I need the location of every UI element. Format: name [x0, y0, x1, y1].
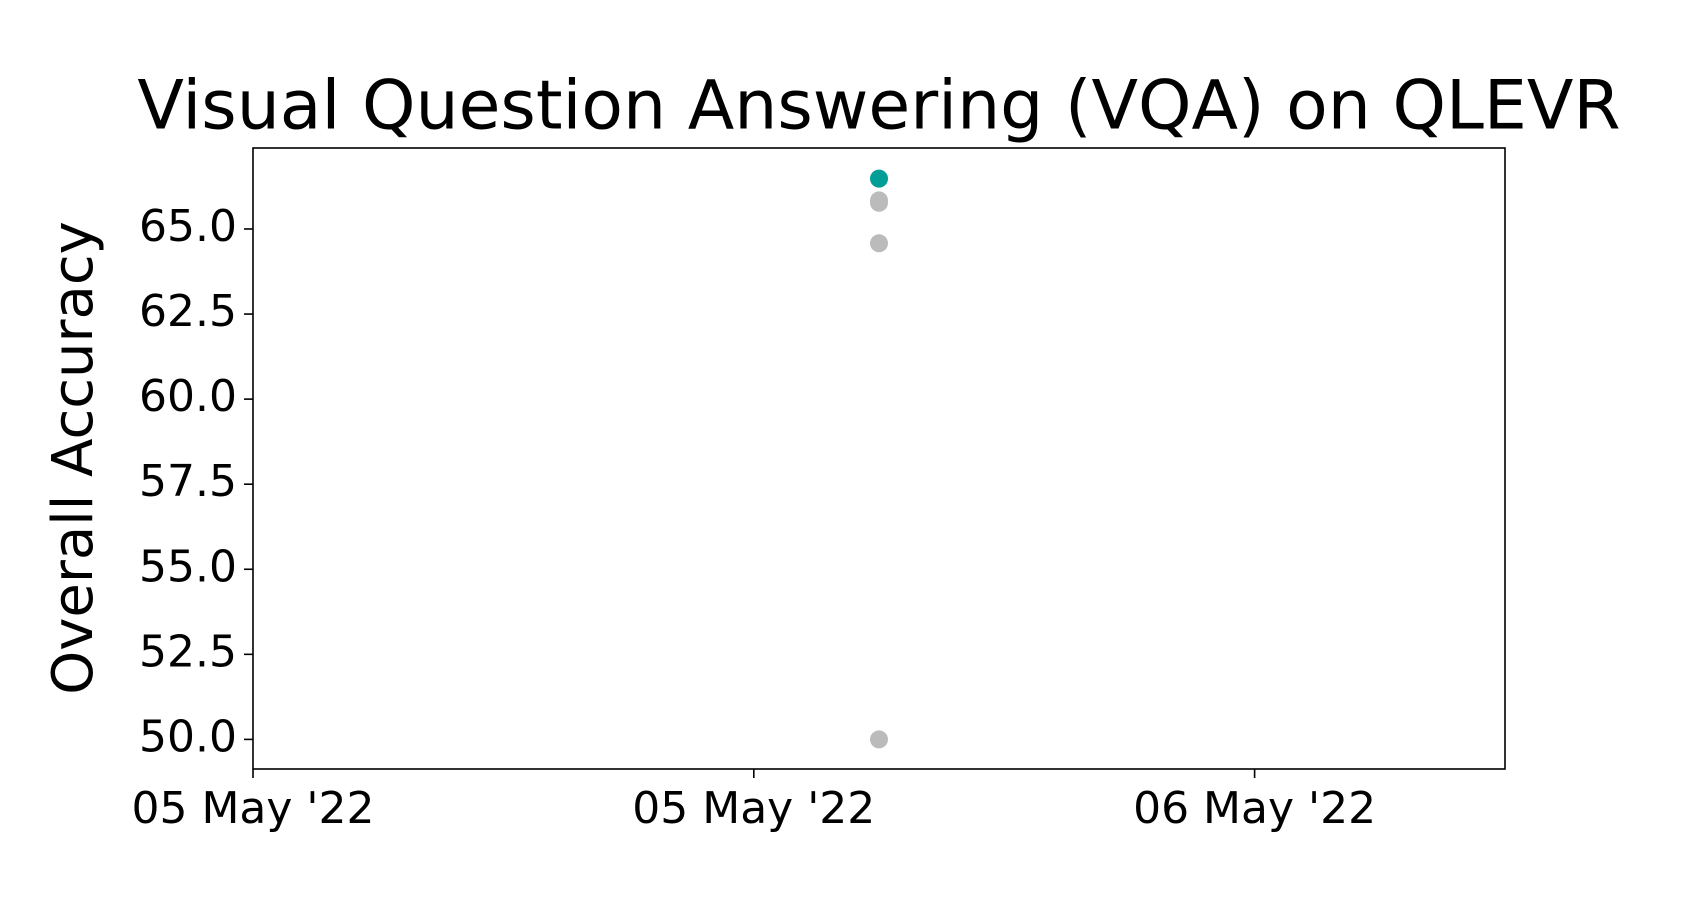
- data-point: [870, 730, 888, 749]
- y-tick-label: 55.0: [139, 541, 237, 592]
- y-tick-label: 50.0: [139, 711, 237, 762]
- x-tick-label: 05 May '22: [632, 783, 875, 834]
- y-tick-label: 60.0: [139, 371, 237, 422]
- x-tick-label: 06 May '22: [1133, 783, 1376, 834]
- y-tick-label: 65.0: [139, 201, 237, 252]
- plot-frame: [252, 147, 1506, 770]
- data-point: [870, 169, 888, 188]
- x-tick-label: 05 May '22: [131, 783, 374, 834]
- y-tick-label: 52.5: [139, 626, 237, 677]
- data-point: [870, 234, 888, 253]
- y-axis-label: Overall Accuracy: [41, 221, 106, 695]
- y-tick-label: 62.5: [139, 286, 237, 337]
- data-point: [870, 191, 888, 210]
- y-tick-label: 57.5: [139, 456, 237, 507]
- chart-title: Visual Question Answering (VQA) on QLEVR: [137, 67, 1620, 146]
